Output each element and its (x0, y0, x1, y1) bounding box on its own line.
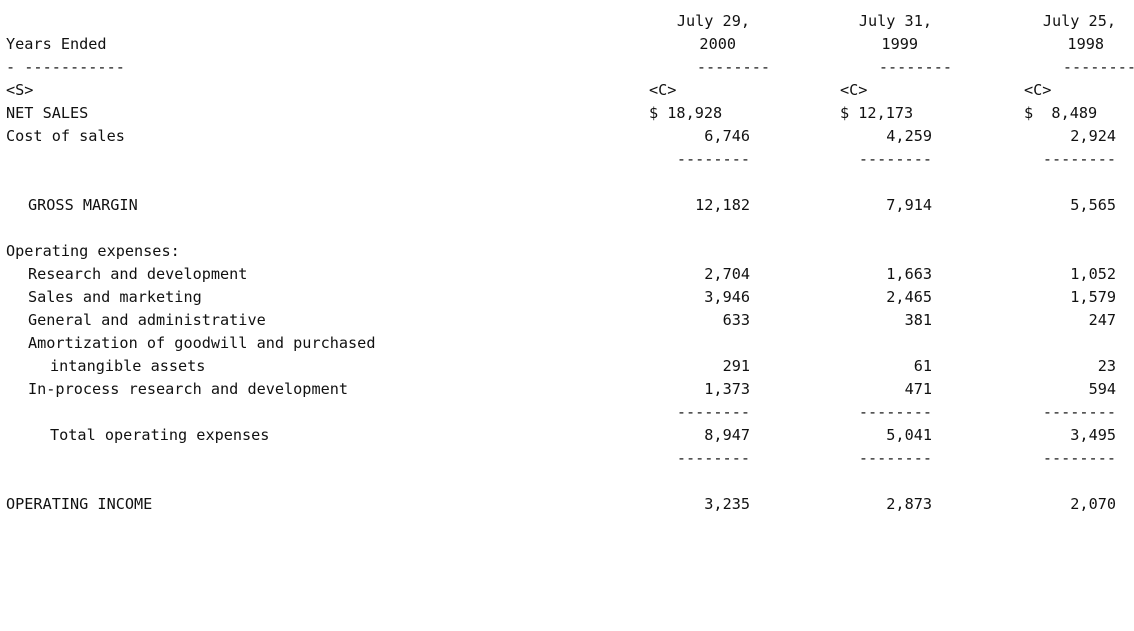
row-label: GROSS MARGIN (28, 196, 138, 214)
years-ended-label: Years Ended (6, 35, 107, 53)
col2-tag-c: <C> (840, 81, 868, 99)
row-label: Amortization of goodwill and purchased (28, 334, 376, 352)
row-value-1999: 2,873 (886, 495, 932, 513)
row-value-1999: $ 12,173 (840, 104, 914, 122)
label-underline: - ----------- (6, 58, 125, 76)
header-underline-line: - ----------- -------- -------- -------- (6, 56, 1134, 79)
col1-separator: -------- (676, 403, 750, 421)
row-value-2000: 3,235 (704, 495, 750, 513)
table-row: Amortization of goodwill and purchased (6, 332, 1130, 355)
row-value-1998: 247 (1088, 311, 1116, 329)
row-value-2000: 8,947 (704, 426, 750, 444)
row-value-1999: 5,041 (886, 426, 932, 444)
table-row: Research and development 2,704 1,663 1,0… (6, 263, 1130, 286)
row-value-2000: 3,946 (704, 288, 750, 306)
col3-underline: -------- (1062, 58, 1134, 76)
row-label: NET SALES (6, 104, 89, 122)
row-value-1998: 23 (1097, 357, 1116, 375)
row-value-1998: 2,070 (1070, 495, 1116, 513)
row-label: In-process research and development (28, 380, 349, 398)
row-value-2000: 633 (722, 311, 750, 329)
col1-header-year: 2000 (699, 35, 736, 53)
row-value-2000: $ 18,928 (649, 104, 723, 122)
separator-line: -------- -------- -------- (6, 401, 1130, 424)
row-label: Research and development (28, 265, 248, 283)
row-label: OPERATING INCOME (6, 495, 153, 513)
row-value-1999: 2,465 (886, 288, 932, 306)
col3-tag-c: <C> (1024, 81, 1052, 99)
col2-header-date: July 31, (858, 12, 932, 30)
tag-s: <S> (6, 81, 34, 99)
col1-header-date: July 29, (676, 12, 750, 30)
col3-separator: -------- (1042, 150, 1116, 168)
row-value-1998: 594 (1088, 380, 1116, 398)
row-value-1998: 1,052 (1070, 265, 1116, 283)
row-value-1999: 471 (904, 380, 932, 398)
section-heading: Operating expenses: (6, 240, 1130, 263)
col3-separator: -------- (1042, 403, 1116, 421)
row-value-1999: 1,663 (886, 265, 932, 283)
row-value-2000: 12,182 (695, 196, 750, 214)
table-row: Total operating expenses 8,947 5,041 3,4… (6, 424, 1130, 447)
col1-separator: -------- (676, 150, 750, 168)
tag-line: <S> <C> <C> <C> (6, 79, 1130, 102)
col2-underline: -------- (878, 58, 952, 76)
col1-underline: -------- (696, 58, 770, 76)
table-row: NET SALES $ 18,928 $ 12,173 $ 8,489 (6, 102, 1130, 125)
col2-separator: -------- (858, 150, 932, 168)
row-label: Operating expenses: (6, 242, 180, 260)
row-value-1999: 7,914 (886, 196, 932, 214)
col2-separator: -------- (858, 449, 932, 467)
row-value-2000: 1,373 (704, 380, 750, 398)
table-row: General and administrative 633 381 247 (6, 309, 1130, 332)
row-label: Sales and marketing (28, 288, 202, 306)
col3-header-date: July 25, (1042, 12, 1116, 30)
separator-line: -------- -------- -------- (6, 447, 1130, 470)
table-row: OPERATING INCOME 3,235 2,873 2,070 (6, 493, 1130, 516)
table-row: Sales and marketing 3,946 2,465 1,579 (6, 286, 1130, 309)
row-value-2000: 291 (722, 357, 750, 375)
row-value-1998: 5,565 (1070, 196, 1116, 214)
row-label: intangible assets (50, 357, 206, 375)
row-label: General and administrative (28, 311, 266, 329)
row-value-2000: 2,704 (704, 265, 750, 283)
table-row: GROSS MARGIN 12,182 7,914 5,565 (6, 194, 1130, 217)
row-label: Total operating expenses (50, 426, 270, 444)
row-value-1998: 2,924 (1070, 127, 1116, 145)
row-value-1998: 3,495 (1070, 426, 1116, 444)
financial-statement: July 29, July 31, July 25, Years Ended 2… (6, 10, 1134, 516)
row-label: Cost of sales (6, 127, 125, 145)
header-line-dates: July 29, July 31, July 25, (6, 10, 1130, 33)
table-row: intangible assets 291 61 23 (6, 355, 1130, 378)
header-line-years: Years Ended 2000 1999 1998 (6, 33, 1130, 56)
row-value-1999: 381 (904, 311, 932, 329)
separator-line: -------- -------- -------- (6, 148, 1130, 171)
col3-header-year: 1998 (1067, 35, 1104, 53)
row-value-1998: $ 8,489 (1024, 104, 1098, 122)
table-row: In-process research and development 1,37… (6, 378, 1130, 401)
col3-separator: -------- (1042, 449, 1116, 467)
blank-line (6, 171, 1130, 194)
col1-separator: -------- (676, 449, 750, 467)
row-value-1998: 1,579 (1070, 288, 1116, 306)
blank-line (6, 470, 1130, 493)
col1-tag-c: <C> (649, 81, 677, 99)
col2-separator: -------- (858, 403, 932, 421)
row-value-1999: 61 (913, 357, 932, 375)
blank-line (6, 217, 1130, 240)
row-value-1999: 4,259 (886, 127, 932, 145)
row-value-2000: 6,746 (704, 127, 750, 145)
col2-header-year: 1999 (881, 35, 918, 53)
table-row: Cost of sales 6,746 4,259 2,924 (6, 125, 1130, 148)
